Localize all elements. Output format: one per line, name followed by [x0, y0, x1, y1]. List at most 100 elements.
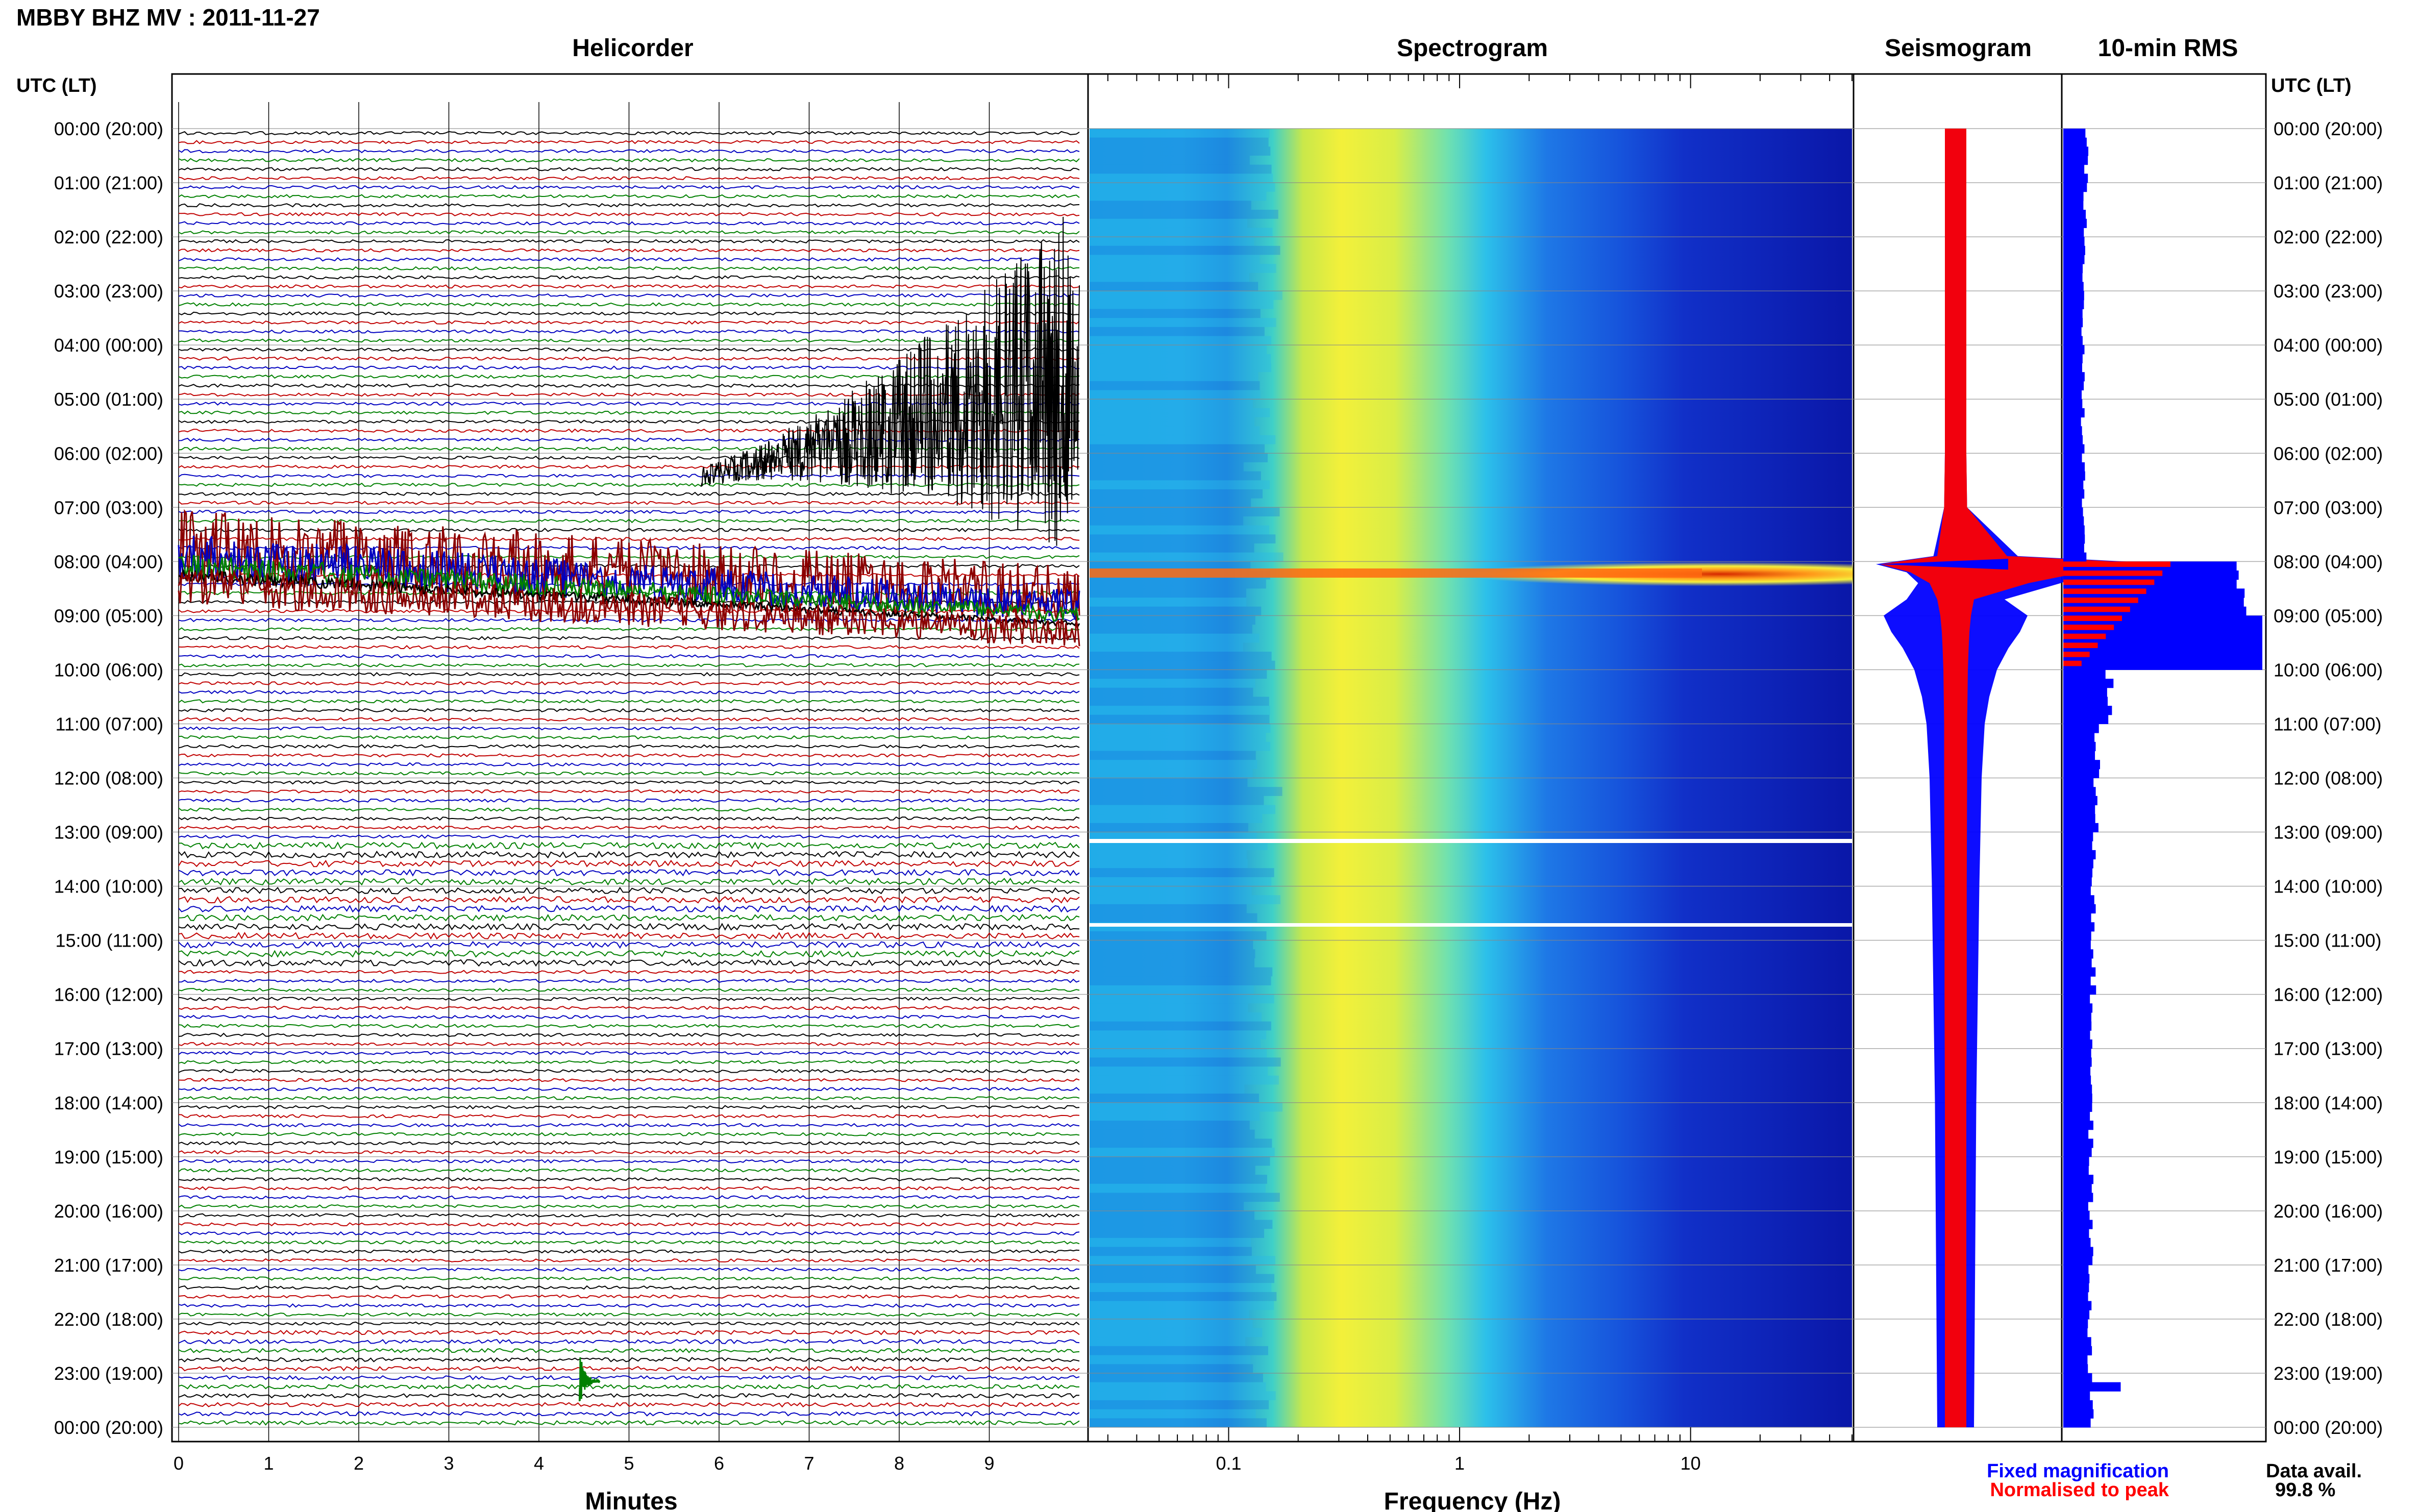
spectrogram-row	[1090, 336, 1272, 345]
left-hour-label: 07:00 (03:00)	[54, 497, 163, 518]
rms-bar	[2063, 679, 2114, 688]
rms-bar	[2063, 850, 2096, 860]
spectrogram-row	[1090, 1067, 1268, 1076]
rms-bar	[2063, 372, 2085, 382]
spectrogram-row	[1090, 534, 1276, 543]
helicorder-trace	[178, 636, 1080, 640]
helicorder-trace	[178, 1132, 1080, 1136]
rms-bar	[2063, 381, 2084, 391]
spectrogram-row	[1090, 660, 1275, 670]
rms-bar	[2063, 733, 2095, 742]
spectrogram-row	[1090, 1247, 1252, 1256]
helicorder-trace	[178, 780, 1080, 785]
spectrogram-row	[1090, 625, 1252, 634]
spectrogram-row	[1090, 1301, 1274, 1310]
rms-bar	[2063, 1003, 2093, 1013]
spectrogram-row	[1090, 1148, 1275, 1157]
helicorder-trace	[178, 1222, 1080, 1227]
spectrogram-row	[1090, 1084, 1245, 1094]
rms-bar	[2063, 1193, 2093, 1202]
spectrogram-row	[1090, 895, 1280, 904]
rms-bar	[2063, 245, 2085, 255]
helicorder-trace	[178, 1195, 1080, 1200]
helicorder-trace	[178, 1204, 1080, 1209]
rms-bar	[2063, 1337, 2091, 1347]
eruption-trace	[178, 509, 1080, 627]
right-hour-label: 10:00 (06:00)	[2274, 659, 2383, 680]
helicorder-trace	[178, 1393, 1080, 1399]
spectrogram-row	[1090, 1175, 1267, 1184]
spectrogram-row	[1090, 805, 1276, 814]
rms-bar	[2063, 1175, 2094, 1184]
rms-bar	[2063, 922, 2095, 932]
left-hour-label: 05:00 (01:00)	[54, 389, 163, 410]
left-hour-label: 02:00 (22:00)	[54, 227, 163, 247]
right-hour-label: 01:00 (21:00)	[2274, 172, 2383, 193]
rms-bar	[2063, 895, 2094, 905]
right-hour-label: 13:00 (09:00)	[2274, 822, 2383, 843]
helicorder-trace	[178, 1159, 1080, 1163]
rms-bar	[2063, 642, 2262, 652]
rms-bar	[2063, 399, 2083, 409]
rms-bar	[2063, 886, 2091, 896]
spectrogram-row	[1090, 606, 1262, 616]
rms-bar	[2063, 967, 2096, 977]
rms-bar	[2063, 1418, 2091, 1428]
helicorder-trace	[178, 950, 1080, 958]
rms-bar	[2063, 1129, 2089, 1139]
minute-tick-label: 0	[174, 1453, 184, 1474]
spectrogram-row	[1090, 1418, 1267, 1427]
spectrogram-title: Spectrogram	[1397, 35, 1548, 62]
rms-bar	[2063, 1301, 2092, 1310]
right-hour-label: 08:00 (04:00)	[2274, 551, 2383, 572]
right-hour-label: 14:00 (10:00)	[2274, 876, 2383, 897]
helicorder-trace	[178, 1213, 1080, 1218]
rms-bar	[2063, 1391, 2090, 1401]
spectrogram-row	[1090, 327, 1265, 336]
rms-bar	[2063, 1094, 2092, 1103]
rms-bar	[2063, 1111, 2090, 1121]
minute-tick-label: 9	[984, 1453, 994, 1474]
spectrogram-row	[1090, 1400, 1269, 1409]
spectrogram-row	[1090, 1156, 1270, 1166]
minute-tick-label: 2	[354, 1453, 364, 1474]
helicorder-trace	[178, 176, 1080, 181]
spectrogram-row	[1090, 489, 1263, 499]
helicorder-trace	[178, 978, 1080, 983]
spectrogram-row	[1090, 823, 1248, 832]
helicorder-trace	[178, 185, 1080, 190]
rms-peak-bar	[2063, 660, 2082, 666]
rms-peak-bar	[2063, 598, 2138, 603]
rms-bar	[2063, 1265, 2089, 1275]
rms-peak-bar	[2063, 606, 2130, 612]
rms-bar	[2063, 255, 2085, 264]
spectrogram-gap-1	[1090, 839, 1852, 843]
spectrogram-row	[1090, 228, 1273, 237]
spectrogram-row	[1090, 985, 1254, 995]
rms-bar	[2063, 1075, 2091, 1085]
spectrogram-row	[1090, 796, 1264, 805]
helicorder-trace	[178, 877, 1080, 886]
rms-bar	[2063, 805, 2095, 814]
rms-bar	[2063, 552, 2087, 562]
rms-bar	[2063, 282, 2084, 291]
rms-bar	[2063, 940, 2091, 950]
rms-bar	[2063, 1237, 2091, 1248]
spectrogram-row	[1090, 507, 1280, 516]
right-axis-label: UTC (LT)	[2271, 75, 2352, 96]
helicorder-trace	[178, 1420, 1080, 1426]
minute-tick-label: 5	[624, 1453, 634, 1474]
rms-bar	[2063, 444, 2085, 454]
right-hour-label: 02:00 (22:00)	[2274, 227, 2383, 247]
helicorder-xlabel: Minutes	[585, 1488, 677, 1512]
spectrogram-row	[1090, 976, 1271, 985]
helicorder-trace	[179, 1014, 1080, 1019]
helicorder-trace	[178, 771, 1080, 776]
spectrogram-row	[1090, 904, 1247, 913]
rms-bar	[2063, 1148, 2092, 1157]
helicorder-trace	[178, 1114, 1080, 1119]
helicorder-trace	[178, 923, 1080, 931]
helicorder-trace	[178, 1330, 1080, 1335]
helicorder-trace	[178, 1411, 1080, 1417]
